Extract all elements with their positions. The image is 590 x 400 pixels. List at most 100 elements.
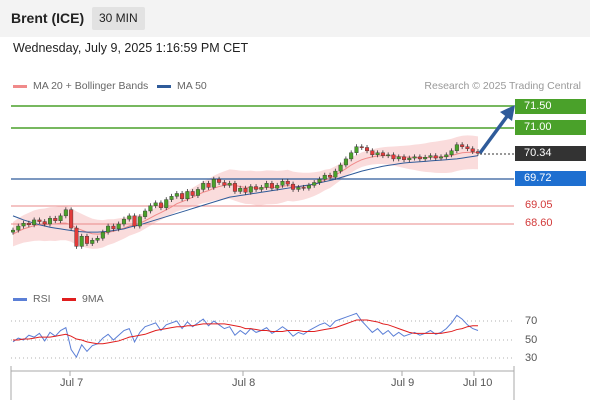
candle-body (185, 191, 190, 199)
candle-body (69, 209, 74, 229)
candle-body (26, 222, 31, 226)
target-arrow (478, 105, 515, 155)
candle-body (53, 218, 58, 221)
x-tick-jul10: Jul 10 (463, 377, 493, 389)
legend-ma20: MA 20 + Bollinger Bands (13, 80, 148, 92)
candle-body (306, 185, 311, 189)
candle-body (100, 231, 105, 239)
target2-label: 71.50 (515, 99, 586, 114)
candle-body (127, 215, 132, 220)
candle-body (148, 205, 153, 212)
support1-label: 69.05 (525, 199, 553, 211)
candle-body (32, 219, 37, 226)
candle-body (121, 218, 126, 225)
candle-body (428, 155, 433, 158)
timeframe-badge[interactable]: 30 MIN (92, 7, 145, 30)
candle-body (190, 191, 195, 196)
candle-body (95, 238, 100, 241)
candle-body (58, 215, 63, 221)
legend-rsi-ma: 9MA (62, 293, 104, 305)
candle-body (211, 179, 216, 188)
candle-body (111, 225, 116, 230)
candle-body (37, 219, 42, 222)
candle-body (312, 182, 317, 186)
candle-body (301, 187, 306, 189)
candle-body (317, 179, 322, 183)
candle-body (10, 229, 15, 233)
candle-body (63, 209, 68, 217)
candle-body (158, 202, 163, 208)
rsi-swatch (13, 297, 27, 301)
candle-body (333, 170, 338, 178)
last-price-label: 70.34 (515, 146, 586, 161)
candle-body (84, 236, 89, 244)
candle-body (375, 152, 380, 156)
candle-body (343, 158, 348, 166)
candle-body (391, 154, 396, 160)
rsi-label: RSI (33, 293, 51, 305)
candle-body (454, 144, 459, 151)
rsi-tick-30: 30 (525, 352, 538, 364)
candle-body (285, 181, 290, 185)
candlesticks (10, 142, 481, 249)
candle-body (380, 152, 385, 156)
candle-body (42, 221, 47, 225)
candle-body (137, 216, 142, 227)
candle-body (402, 156, 407, 160)
rsi-tick-70: 70 (525, 315, 538, 327)
candle-body (280, 181, 285, 186)
x-tick-jul8: Jul 8 (232, 377, 256, 389)
support2-label: 68.60 (525, 217, 553, 229)
candle-body (232, 183, 237, 192)
candle-body (396, 156, 401, 160)
ma20-label: MA 20 + Bollinger Bands (33, 80, 149, 92)
candle-body (322, 174, 327, 180)
candle-body (269, 183, 274, 189)
rsi-ma-label: 9MA (82, 293, 104, 305)
x-axis (10, 366, 515, 400)
candle-body (248, 186, 253, 193)
candle-body (195, 189, 200, 196)
candle-body (407, 157, 412, 160)
candle-body (21, 222, 26, 227)
rsi-ma-line (13, 319, 478, 345)
candle-body (264, 183, 269, 188)
credit-text: Research © 2025 Trading Central (424, 80, 581, 92)
candle-body (470, 148, 475, 152)
candle-body (465, 146, 470, 149)
candle-body (116, 223, 121, 230)
candle-body (90, 240, 95, 244)
legend-rsi: RSI (13, 293, 51, 305)
candle-body (449, 150, 454, 156)
candle-body (143, 210, 148, 217)
target1-label: 71.00 (515, 120, 586, 135)
rsi-ma-swatch (62, 297, 76, 301)
x-tick-jul9: Jul 9 (391, 377, 415, 389)
candle-body (417, 156, 422, 160)
candle-body (386, 154, 391, 157)
candle-body (291, 183, 296, 190)
candle-body (254, 186, 259, 190)
candle-body (365, 147, 370, 151)
candle-body (328, 174, 333, 178)
candle-body (201, 183, 206, 190)
instrument-symbol: Brent (ICE) (11, 10, 85, 26)
candle-body (180, 193, 185, 199)
candle-body (259, 187, 264, 190)
candle-body (359, 146, 364, 148)
candle-body (79, 236, 84, 247)
candle-body (243, 187, 248, 193)
candle-body (444, 154, 449, 158)
candle-body (217, 179, 222, 183)
candle-body (349, 152, 354, 160)
candle-body (74, 227, 79, 247)
timestamp: Wednesday, July 9, 2025 1:16:59 PM CET (13, 41, 249, 55)
chart-header: Brent (ICE) 30 MIN (0, 0, 590, 37)
ma50-swatch (157, 84, 171, 88)
candle-body (132, 215, 137, 227)
x-tick-jul7: Jul 7 (60, 377, 84, 389)
candle-body (275, 185, 280, 189)
candle-body (222, 182, 227, 186)
candle-body (238, 187, 243, 192)
